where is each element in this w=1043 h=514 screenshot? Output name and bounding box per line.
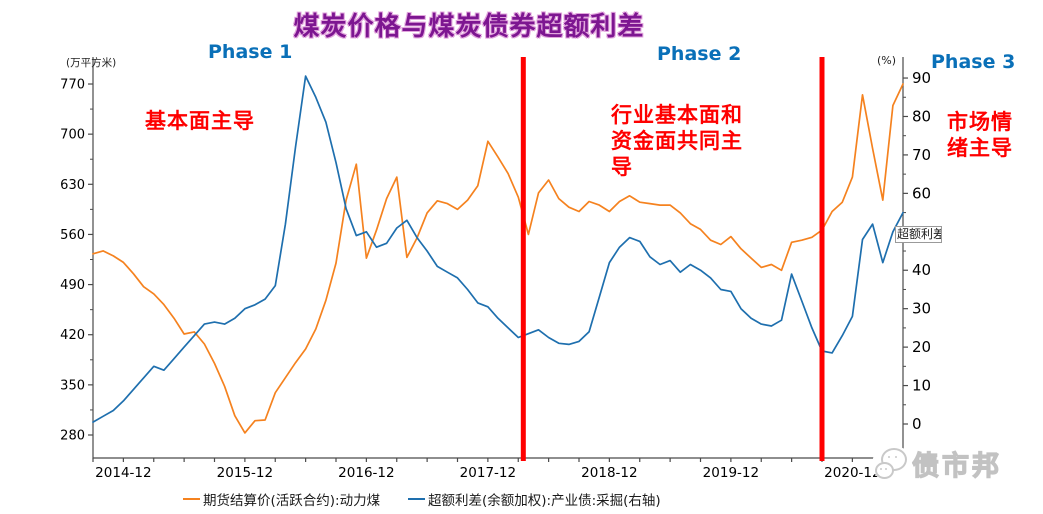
phase1-label: Phase 1 <box>208 41 293 63</box>
right-tick-label: 80 <box>912 107 931 125</box>
left-tick-label: 420 <box>60 328 85 343</box>
legend-item-spread[interactable]: 超额利差(余额加权):产业债:采掘(右轴) <box>408 488 661 510</box>
series-tooltip-label: 超额利差 <box>895 226 942 243</box>
right-tick-label: 20 <box>912 338 931 356</box>
right-axis-unit: (%) <box>877 54 897 67</box>
left-tick-label: 700 <box>60 128 85 143</box>
left-tick-label: 770 <box>60 78 85 93</box>
left-tick-label: 560 <box>60 228 85 243</box>
left-axis-unit: (万平方米) <box>66 57 117 69</box>
right-tick-label: 40 <box>912 261 931 279</box>
left-tick-label: 630 <box>60 178 85 193</box>
right-tick-label: 70 <box>912 146 931 164</box>
watermark: 债市邦 <box>872 444 1002 483</box>
left-tick-label: 350 <box>60 378 85 393</box>
spread-line-swatch <box>408 498 425 500</box>
phase2-note-line2: 资金面共同主 <box>611 129 743 153</box>
left-tick-label: 490 <box>60 278 85 293</box>
phase3-note: 市场情 绪主导 <box>947 109 1013 161</box>
phase3-note-line2: 绪主导 <box>947 136 1013 160</box>
x-tick-label: 2015-12 <box>217 465 273 481</box>
right-tick-label: 30 <box>912 300 931 318</box>
right-tick-label: 60 <box>912 184 931 202</box>
x-tick-label: 2017-12 <box>460 465 516 481</box>
price-line-swatch <box>183 498 200 500</box>
spread-legend-label: 超额利差(余额加权):产业债:采掘(右轴) <box>428 493 661 509</box>
phase3-label: Phase 3 <box>931 51 1016 73</box>
phase3-note-line1: 市场情 <box>947 110 1013 134</box>
phase2-note: 行业基本面和 资金面共同主 导 <box>611 102 743 180</box>
x-tick-label: 2019-12 <box>703 465 759 481</box>
price-legend-label: 期货结算价(活跃合约):动力煤 <box>203 493 381 509</box>
chart-legend: 期货结算价(活跃合约):动力煤 超额利差(余额加权):产业债:采掘(右轴) <box>0 488 1043 510</box>
chart-title: 煤炭价格与煤炭债券超额利差 <box>293 12 645 42</box>
phase2-label: Phase 2 <box>657 43 742 65</box>
spread-series-line <box>92 75 904 423</box>
phase2-note-line1: 行业基本面和 <box>611 103 743 127</box>
left-tick-label: 280 <box>60 429 85 444</box>
right-tick-label: 90 <box>912 69 931 87</box>
x-tick-label: 2020-12 <box>824 465 880 481</box>
axes-frame <box>92 57 904 459</box>
watermark-text: 债市邦 <box>911 450 1002 482</box>
price-series-line <box>92 83 904 434</box>
x-tick-label: 2014-12 <box>95 465 151 481</box>
phase2-note-line3: 导 <box>611 155 633 179</box>
right-tick-label: 0 <box>912 415 922 433</box>
chat-bubble-small <box>875 461 894 479</box>
wechat-icon <box>872 444 912 483</box>
legend-item-price[interactable]: 期货结算价(活跃合约):动力煤 <box>183 488 380 510</box>
x-tick-label: 2018-12 <box>581 465 637 481</box>
phase1-note: 基本面主导 <box>145 109 255 133</box>
x-tick-label: 2016-12 <box>338 465 394 481</box>
right-tick-label: 10 <box>912 377 931 395</box>
